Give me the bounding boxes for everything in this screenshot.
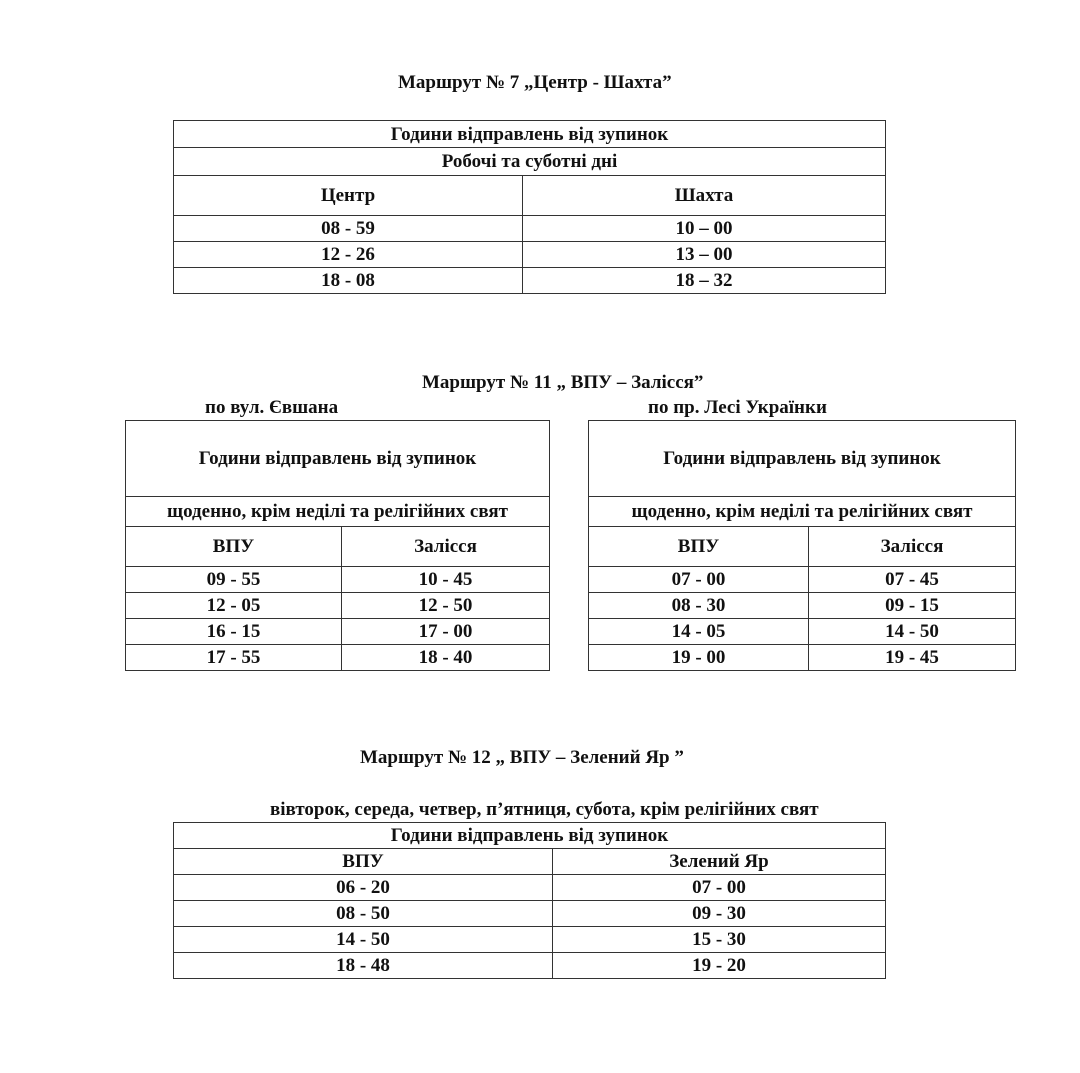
departure-time: 18 - 48 — [173, 952, 553, 979]
route11-left-subtitle: по вул. Євшана — [205, 397, 339, 418]
table-row: 12 - 05 12 - 50 — [125, 592, 550, 619]
departure-time: 15 - 30 — [552, 926, 886, 953]
timetable-header: Години відправлень від зупинок — [588, 420, 1016, 497]
departure-time: 07 - 45 — [808, 566, 1016, 593]
departure-time: 17 - 55 — [125, 644, 342, 671]
departure-time: 18 – 32 — [522, 267, 886, 294]
table-row: 12 - 26 13 – 00 — [173, 241, 886, 268]
departure-time: 12 - 26 — [173, 241, 523, 268]
route12-title: Маршрут № 12 „ ВПУ – Зелений Яр ” — [360, 747, 684, 768]
table-row: 16 - 15 17 - 00 — [125, 618, 550, 645]
departure-time: 16 - 15 — [125, 618, 342, 645]
table-row: 07 - 00 07 - 45 — [588, 566, 1016, 593]
departure-time: 13 – 00 — [522, 241, 886, 268]
column-header: Центр — [173, 175, 523, 216]
departure-time: 08 - 59 — [173, 215, 523, 242]
departure-time: 12 - 05 — [125, 592, 342, 619]
route11-right-timetable: Години відправлень від зупинок щоденно, … — [588, 420, 1016, 671]
column-header-row: Центр Шахта — [173, 175, 886, 216]
departure-time: 06 - 20 — [173, 874, 553, 901]
departure-time: 07 - 00 — [552, 874, 886, 901]
column-header: Залісся — [808, 526, 1016, 567]
departure-time: 10 - 45 — [341, 566, 550, 593]
route11-right-subtitle: по пр. Лесі Українки — [648, 397, 827, 418]
departure-time: 18 - 40 — [341, 644, 550, 671]
departure-time: 14 - 50 — [173, 926, 553, 953]
column-header: ВПУ — [173, 848, 553, 875]
timetable-days: щоденно, крім неділі та релігійних свят — [588, 496, 1016, 527]
timetable-header: Години відправлень від зупинок — [125, 420, 550, 497]
route12-days: вівторок, середа, четвер, п’ятниця, субо… — [270, 799, 819, 820]
column-header-row: ВПУ Зелений Яр — [173, 848, 886, 875]
table-row: 18 - 48 19 - 20 — [173, 952, 886, 979]
route11-title: Маршрут № 11 „ ВПУ – Залісся” — [422, 372, 704, 393]
column-header: Шахта — [522, 175, 886, 216]
table-row: 17 - 55 18 - 40 — [125, 644, 550, 671]
column-header-row: ВПУ Залісся — [588, 526, 1016, 567]
route7-title: Маршрут № 7 „Центр - Шахта” — [398, 72, 672, 93]
departure-time: 09 - 15 — [808, 592, 1016, 619]
departure-time: 09 - 55 — [125, 566, 342, 593]
table-row: 14 - 50 15 - 30 — [173, 926, 886, 953]
column-header: Зелений Яр — [552, 848, 886, 875]
timetable-days: щоденно, крім неділі та релігійних свят — [125, 496, 550, 527]
departure-time: 18 - 08 — [173, 267, 523, 294]
column-header: ВПУ — [125, 526, 342, 567]
route7-timetable: Години відправлень від зупинок Робочі та… — [173, 120, 886, 294]
route12-timetable: Години відправлень від зупинок ВПУ Зелени… — [173, 822, 886, 979]
departure-time: 19 - 00 — [588, 644, 809, 671]
timetable-header: Години відправлень від зупинок — [173, 120, 886, 148]
departure-time: 19 - 45 — [808, 644, 1016, 671]
departure-time: 19 - 20 — [552, 952, 886, 979]
table-row: 08 - 59 10 – 00 — [173, 215, 886, 242]
table-row: 18 - 08 18 – 32 — [173, 267, 886, 294]
departure-time: 08 - 30 — [588, 592, 809, 619]
departure-time: 17 - 00 — [341, 618, 550, 645]
departure-time: 07 - 00 — [588, 566, 809, 593]
column-header-row: ВПУ Залісся — [125, 526, 550, 567]
departure-time: 14 - 50 — [808, 618, 1016, 645]
departure-time: 08 - 50 — [173, 900, 553, 927]
timetable-header: Години відправлень від зупинок — [173, 822, 886, 849]
timetable-days: Робочі та суботні дні — [173, 147, 886, 176]
table-row: 08 - 50 09 - 30 — [173, 900, 886, 927]
table-row: 08 - 30 09 - 15 — [588, 592, 1016, 619]
table-row: 14 - 05 14 - 50 — [588, 618, 1016, 645]
route11-left-timetable: Години відправлень від зупинок щоденно, … — [125, 420, 550, 671]
column-header: Залісся — [341, 526, 550, 567]
table-row: 19 - 00 19 - 45 — [588, 644, 1016, 671]
departure-time: 09 - 30 — [552, 900, 886, 927]
departure-time: 12 - 50 — [341, 592, 550, 619]
departure-time: 10 – 00 — [522, 215, 886, 242]
column-header: ВПУ — [588, 526, 809, 567]
table-row: 09 - 55 10 - 45 — [125, 566, 550, 593]
departure-time: 14 - 05 — [588, 618, 809, 645]
table-row: 06 - 20 07 - 00 — [173, 874, 886, 901]
